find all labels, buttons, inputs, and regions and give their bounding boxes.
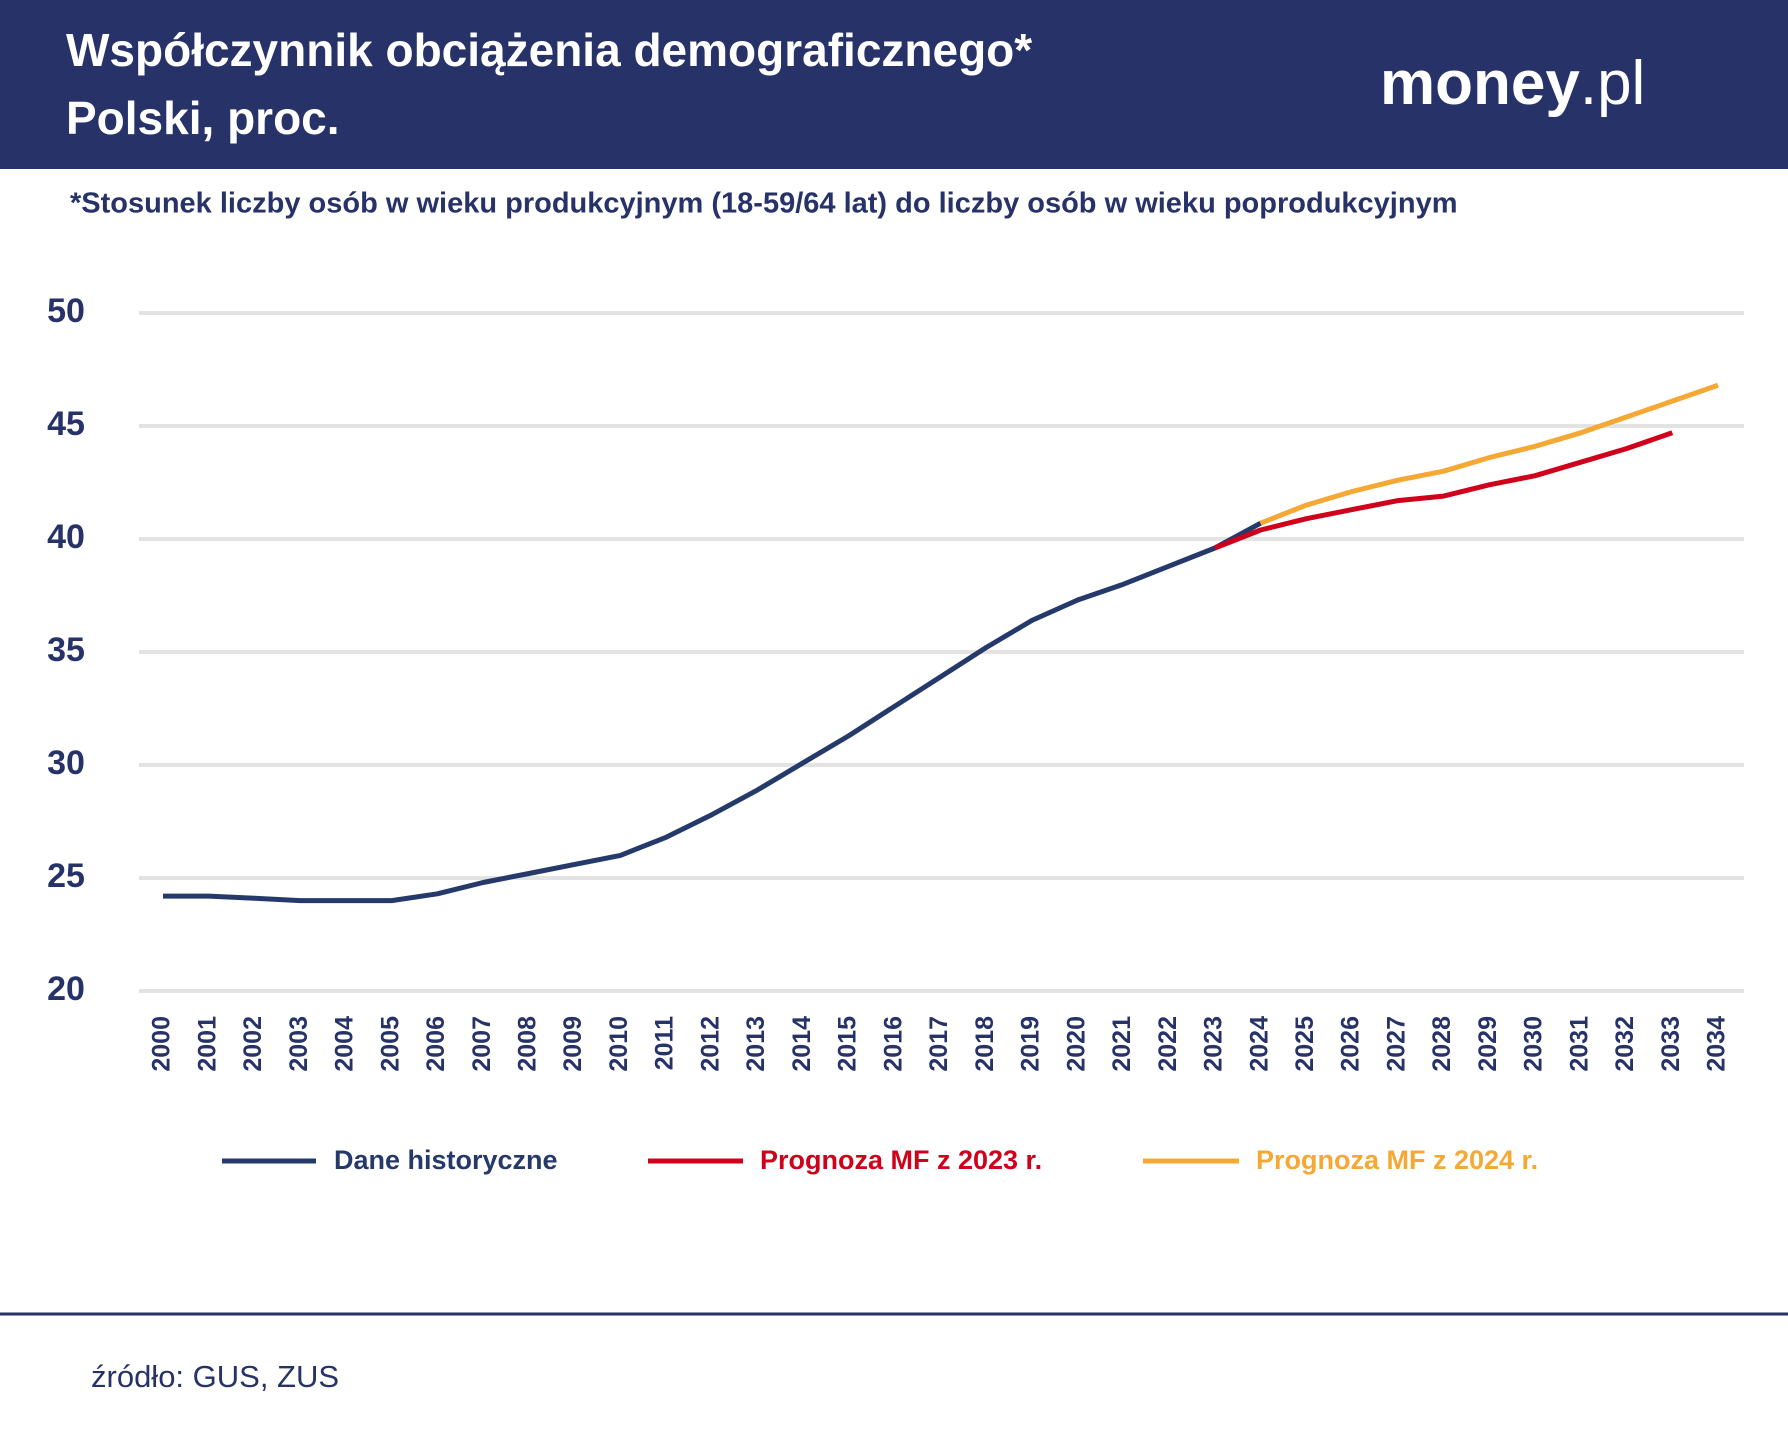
x-tick-label: 2023 xyxy=(1200,1016,1228,1072)
x-tick-label: 2018 xyxy=(971,1016,999,1072)
y-tick-label: 50 xyxy=(47,292,85,330)
x-tick-label: 2026 xyxy=(1337,1016,1365,1072)
x-tick-label: 2002 xyxy=(239,1016,267,1072)
legend-label: Prognoza MF z 2023 r. xyxy=(760,1145,1042,1175)
logo-main: money xyxy=(1380,49,1580,118)
x-tick-label: 2007 xyxy=(468,1016,496,1072)
x-tick-label: 2004 xyxy=(331,1016,359,1072)
x-tick-label: 2020 xyxy=(1062,1016,1090,1072)
x-tick-label: 2025 xyxy=(1291,1016,1319,1072)
x-tick-label: 2006 xyxy=(422,1016,450,1072)
x-tick-label: 2005 xyxy=(376,1016,404,1072)
x-tick-label: 2001 xyxy=(193,1016,221,1072)
series-line xyxy=(1259,382,1719,526)
x-tick-label: 2012 xyxy=(696,1016,724,1072)
x-tick-label: 2029 xyxy=(1474,1016,1502,1072)
x-tick-label: 2015 xyxy=(834,1016,862,1072)
header-band xyxy=(0,0,1788,169)
x-tick-label: 2032 xyxy=(1611,1016,1639,1072)
x-tick-label: 2010 xyxy=(605,1016,633,1072)
x-tick-label: 2003 xyxy=(285,1016,313,1072)
x-tick-label: 2019 xyxy=(1017,1016,1045,1072)
x-tick-label: 2008 xyxy=(513,1016,541,1072)
x-tick-label: 2017 xyxy=(925,1016,953,1072)
x-tick-label: 2031 xyxy=(1565,1016,1593,1072)
x-tick-label: 2000 xyxy=(148,1016,176,1072)
x-tick-label: 2034 xyxy=(1703,1016,1731,1072)
y-tick-label: 40 xyxy=(47,518,85,556)
x-tick-label: 2013 xyxy=(742,1016,770,1072)
y-tick-label: 25 xyxy=(47,857,85,895)
series-line xyxy=(1213,430,1674,551)
y-tick-label: 35 xyxy=(47,631,85,669)
y-tick-label: 45 xyxy=(47,405,85,443)
legend-label: Dane historyczne xyxy=(334,1145,558,1175)
y-tick-label: 20 xyxy=(47,970,85,1008)
x-tick-label: 2016 xyxy=(879,1016,907,1072)
source: źródło: GUS, ZUS xyxy=(91,1359,339,1394)
series-line xyxy=(163,521,1262,904)
logo: money.pl xyxy=(1380,49,1645,118)
x-tick-label: 2030 xyxy=(1520,1016,1548,1072)
x-tick-label: 2014 xyxy=(788,1016,816,1072)
subtitle: *Stosunek liczby osób w wieku produkcyjn… xyxy=(70,188,1457,220)
logo-suffix: .pl xyxy=(1580,49,1645,118)
title: Współczynnik obciążenia demograficznego* xyxy=(66,24,1032,76)
x-tick-label: 2028 xyxy=(1428,1016,1456,1072)
title: Polski, proc. xyxy=(66,92,340,144)
x-tick-label: 2022 xyxy=(1154,1016,1182,1072)
legend-label: Prognoza MF z 2024 r. xyxy=(1256,1145,1538,1175)
x-tick-label: 2033 xyxy=(1657,1016,1685,1072)
x-tick-label: 2024 xyxy=(1245,1016,1273,1072)
x-tick-label: 2011 xyxy=(651,1016,679,1070)
x-tick-label: 2009 xyxy=(559,1016,587,1072)
x-tick-label: 2027 xyxy=(1382,1016,1410,1072)
x-tick-label: 2021 xyxy=(1108,1016,1136,1072)
y-tick-label: 30 xyxy=(47,744,85,782)
